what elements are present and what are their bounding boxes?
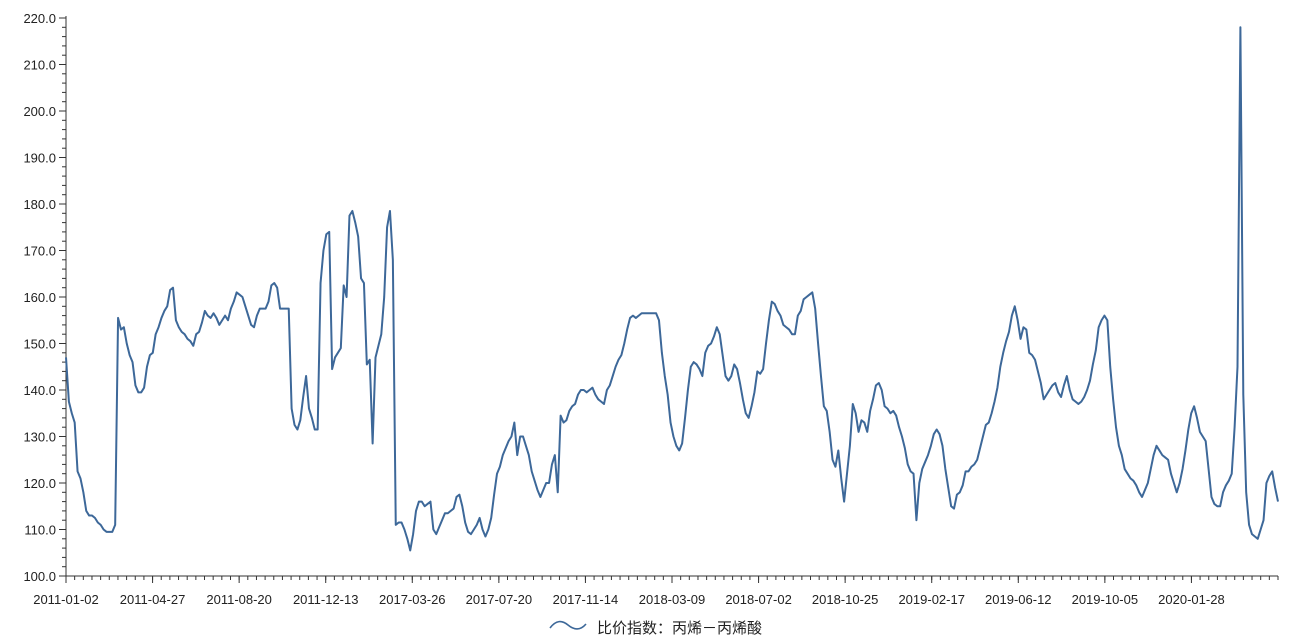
x-tick-label: 2017-07-20 xyxy=(466,592,533,607)
y-tick-label: 210.0 xyxy=(23,58,56,73)
x-axis: 2011-01-02 2011-04-27 2011-08-20 2011-12-13… xyxy=(33,575,1279,607)
x-tick-label: 2011-04-27 xyxy=(120,592,186,607)
legend-series-label: 比价指数：丙烯－丙烯酸 xyxy=(597,619,762,637)
y-tick-label: 140.0 xyxy=(23,383,56,398)
x-tick-label: 2018-10-25 xyxy=(812,592,879,607)
y-axis: 100.0 110.0 120.0 130.0 140.0 150.0 160.0 170.0… xyxy=(23,11,67,584)
y-tick-label: 150.0 xyxy=(23,337,56,352)
x-tick-label: 2011-01-02 xyxy=(33,592,99,607)
x-tick-label: 2011-12-13 xyxy=(293,592,359,607)
y-tick-label: 180.0 xyxy=(23,197,56,212)
y-tick-label: 220.0 xyxy=(23,11,56,26)
y-tick-label: 130.0 xyxy=(23,430,56,445)
x-tick-label: 2018-07-02 xyxy=(725,592,792,607)
y-tick-label: 160.0 xyxy=(23,290,56,305)
x-tick-label: 2019-06-12 xyxy=(985,592,1052,607)
x-tick-label: 2011-08-20 xyxy=(206,592,272,607)
x-tick-label: 2019-02-17 xyxy=(898,592,965,607)
series-layer xyxy=(65,26,1279,552)
series-line xyxy=(65,26,1279,552)
y-tick-label: 170.0 xyxy=(23,244,56,259)
x-tick-label: 2019-10-05 xyxy=(1072,592,1139,607)
y-tick-label: 190.0 xyxy=(23,151,56,166)
y-tick-label: 110.0 xyxy=(24,523,56,538)
y-tick-label: 120.0 xyxy=(23,476,56,491)
x-tick-label: 2017-11-14 xyxy=(553,592,619,607)
legend: 比价指数：丙烯－丙烯酸 xyxy=(549,619,762,637)
x-tick-label: 2020-01-28 xyxy=(1158,592,1225,607)
y-tick-label: 200.0 xyxy=(23,104,56,119)
y-tick-label: 100.0 xyxy=(23,569,56,584)
legend-line-icon xyxy=(549,620,587,630)
x-tick-label: 2017-03-26 xyxy=(379,592,446,607)
x-tick-label: 2018-03-09 xyxy=(639,592,706,607)
